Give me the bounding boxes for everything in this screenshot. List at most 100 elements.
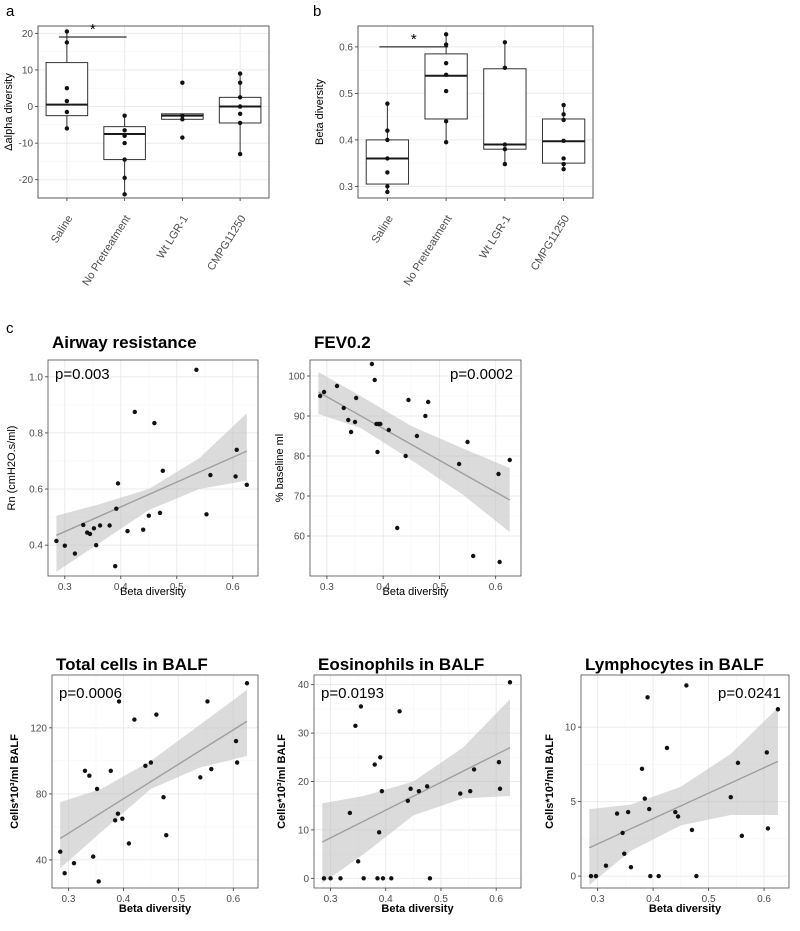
data-point: [115, 481, 121, 486]
data-point: [656, 873, 661, 879]
scatter-airway-resistance: 0.4 0.6 0.8 1.0 0.3 0.4 0.5 0.6 Airway resistanc…: [6, 333, 259, 598]
data-point: [353, 723, 358, 729]
x-category-label: Saline: [370, 213, 396, 245]
y-axis-title: Rn (cmH2O.s/ml): [6, 426, 18, 511]
plot-frame: [580, 674, 790, 889]
data-point: [507, 680, 513, 685]
data-point: [502, 146, 508, 152]
data-point: [502, 161, 508, 167]
data-point: [561, 102, 566, 108]
data-point: [114, 506, 119, 511]
data-point: [443, 42, 449, 47]
data-point: [689, 827, 695, 833]
data-point: [385, 128, 390, 133]
y-tick-label: 0.6: [29, 485, 43, 496]
data-point: [497, 559, 502, 565]
y-tick-label: -10: [19, 139, 34, 150]
x-axis-title: Beta diversity: [381, 903, 454, 915]
y-tick-label: 60: [294, 532, 306, 543]
x-category-label: Wt LGR-1: [477, 213, 513, 261]
y-tick-label: 0: [27, 102, 33, 113]
data-point: [694, 873, 699, 879]
data-point: [209, 766, 214, 772]
data-point: [64, 109, 70, 115]
data-point: [122, 140, 127, 146]
scatter-eosinophils: 0 10 20 30 40 0.3 0.4 0.5 0.6 Eosinophils in BALF…: [276, 655, 522, 915]
y-tick-label: 0.4: [339, 135, 353, 146]
data-point: [237, 95, 243, 100]
y-tick-label: 0: [570, 872, 576, 883]
data-point: [122, 192, 127, 197]
x-tick-label: 0.4: [646, 894, 660, 905]
x-category-label: CMPG11250: [529, 213, 572, 273]
data-point: [234, 760, 240, 765]
y-axis-title: Beta diversity: [314, 78, 326, 145]
data-point: [378, 755, 383, 760]
scatter-fev02: 60 70 80 90 100 0.3 0.4 0.5 0.6 FEV0.2 p=0.0002 Bet…: [274, 333, 522, 598]
data-point: [198, 775, 203, 780]
data-point: [372, 762, 377, 767]
data-point: [161, 794, 166, 800]
y-tick-label: 20: [298, 777, 310, 788]
y-tick-label: 120: [30, 723, 47, 734]
p-value-annotation: p=0.0002: [450, 366, 513, 383]
data-point: [497, 786, 503, 791]
data-point: [622, 851, 627, 856]
data-point: [87, 531, 93, 537]
data-point: [403, 453, 408, 459]
significance-star: *: [90, 21, 96, 38]
data-point: [58, 849, 63, 854]
data-point: [593, 873, 599, 879]
data-point: [122, 175, 127, 181]
data-point: [122, 128, 127, 133]
data-point: [180, 113, 185, 118]
data-point: [64, 126, 70, 131]
y-tick-label: 100: [288, 372, 305, 383]
data-point: [664, 745, 670, 751]
data-point: [71, 861, 77, 866]
x-category-label: CMPG11250: [205, 213, 248, 273]
y-tick-label: 0.6: [339, 42, 353, 53]
data-point: [443, 88, 449, 94]
chart-title: FEV0.2: [314, 333, 371, 352]
y-tick-label: 0.3: [339, 182, 353, 193]
plot-frame: [47, 359, 259, 577]
x-tick-label: 0.4: [379, 894, 393, 905]
data-point: [62, 543, 67, 548]
data-point: [561, 161, 566, 167]
data-point: [132, 717, 137, 722]
data-point: [233, 474, 238, 479]
data-point: [321, 876, 327, 881]
data-point: [405, 798, 411, 804]
x-tick-label: 0.5: [434, 894, 448, 905]
data-point: [180, 135, 185, 140]
x-tick-label: 0.4: [116, 894, 130, 905]
data-point: [468, 788, 473, 794]
data-point: [97, 523, 103, 528]
y-tick-label: 90: [294, 412, 306, 423]
plot-frame: [51, 674, 259, 889]
data-point: [456, 461, 462, 467]
data-point: [775, 707, 781, 712]
data-point: [385, 156, 390, 161]
x-category-label: Saline: [49, 213, 75, 245]
data-point: [561, 112, 566, 117]
data-point: [72, 551, 78, 556]
data-point: [389, 876, 394, 881]
box-iqr: [365, 139, 410, 185]
scatter-lymphocytes: 0 5 10 0.3 0.4 0.5 0.6 Lymphocytes in BALF p=0.0…: [544, 655, 790, 915]
data-point: [385, 101, 390, 106]
data-point: [369, 361, 375, 367]
data-point: [160, 468, 165, 474]
data-point: [346, 417, 351, 423]
x-tick-label: 0.3: [58, 582, 72, 593]
data-point: [148, 760, 154, 765]
data-point: [588, 873, 594, 879]
data-point: [108, 768, 113, 773]
data-point: [507, 457, 512, 463]
data-point: [496, 759, 502, 765]
data-point: [496, 471, 501, 477]
data-point: [648, 873, 653, 879]
data-point: [614, 811, 620, 816]
